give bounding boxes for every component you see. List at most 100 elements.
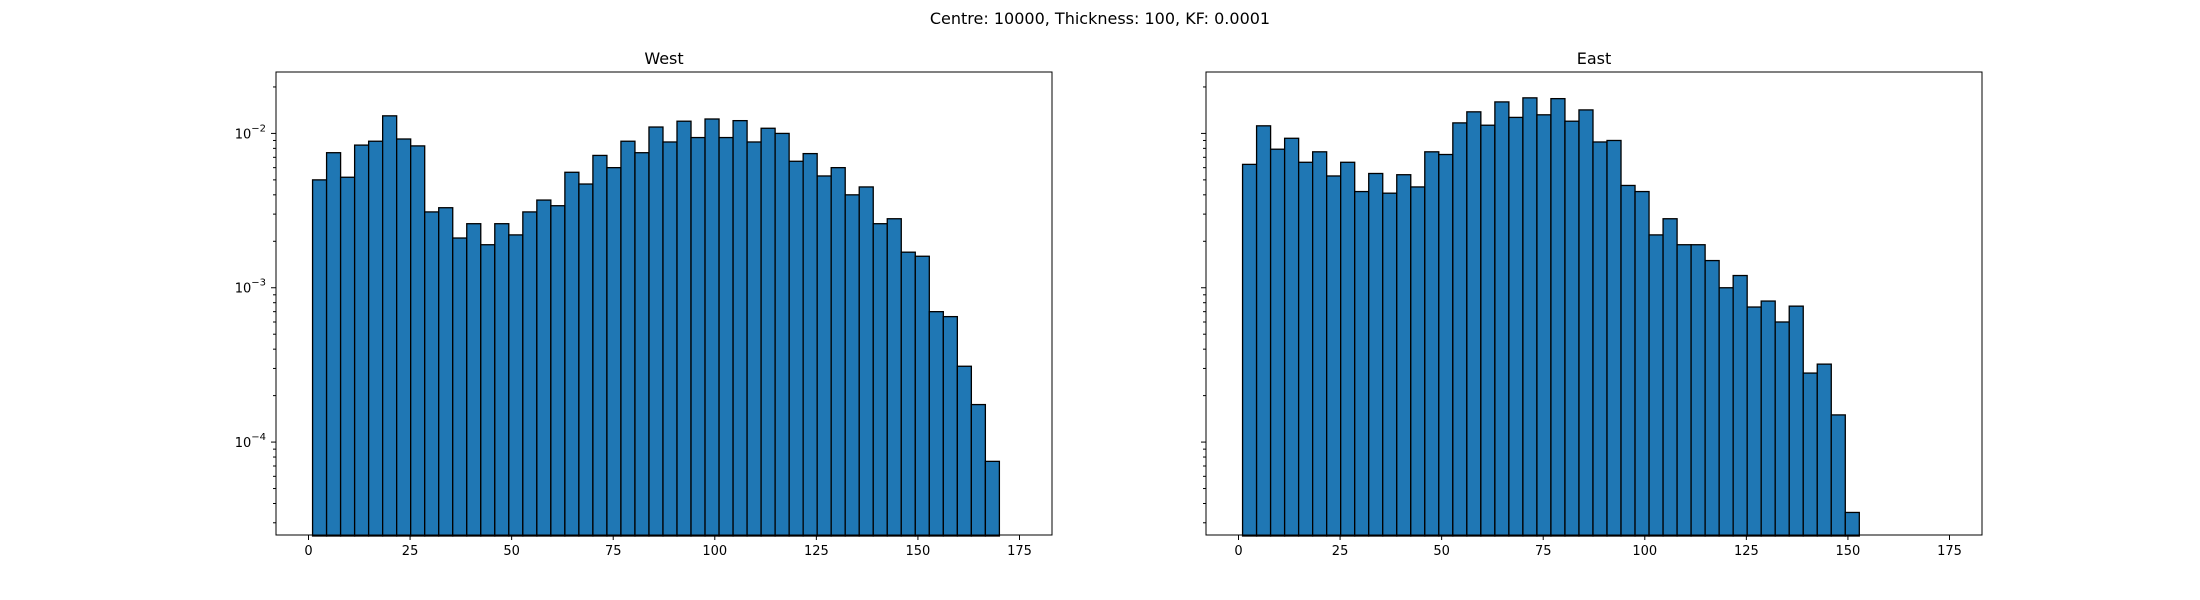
east-histogram-bar: [1424, 151, 1440, 537]
east-histogram-bar: [1382, 192, 1398, 537]
east-histogram-bar: [1704, 259, 1720, 537]
east-histogram-bar: [1592, 141, 1608, 537]
west-histogram-bar: [339, 176, 356, 537]
east-histogram-bar: [1760, 300, 1776, 537]
west-histogram-bar: [816, 175, 832, 537]
west-histogram-bar: [746, 141, 762, 537]
east-histogram-bar: [1297, 161, 1314, 537]
west-histogram-bar: [311, 179, 328, 537]
west-histogram-bar: [564, 171, 580, 537]
west-histogram-bar: [606, 166, 622, 537]
west-histogram-bar: [592, 154, 608, 537]
west-histogram-bar: [522, 211, 538, 537]
east-histogram-bar: [1508, 116, 1524, 537]
east-histogram-bar: [1732, 274, 1748, 537]
west-histogram-bar: [928, 311, 944, 537]
west-histogram-bar: [760, 127, 776, 537]
east-x-tick-label: 75: [1535, 544, 1552, 559]
west-histogram-bar: [508, 234, 524, 537]
east-histogram-bar: [1830, 414, 1846, 537]
west-histogram-bar: [466, 223, 482, 537]
figure-suptitle: Centre: 10000, Thickness: 100, KF: 0.000…: [930, 9, 1270, 28]
east-histogram-bar: [1269, 148, 1286, 537]
east-histogram-bar: [1802, 372, 1818, 537]
east-histogram-bar: [1648, 234, 1664, 537]
west-x-tick-label: 0: [304, 544, 312, 559]
west-histogram-bar: [788, 160, 804, 537]
east-histogram-bar: [1283, 137, 1300, 537]
east-histogram-bar: [1550, 97, 1566, 537]
east-histogram-bar: [1396, 174, 1412, 537]
west-histogram-bar: [494, 223, 510, 537]
east-histogram-bar: [1536, 114, 1552, 537]
east-histogram-bar: [1662, 218, 1678, 537]
west-histogram-bar: [620, 140, 636, 537]
east-histogram-bar: [1466, 111, 1482, 537]
west-x-tick-label: 25: [402, 544, 419, 559]
west-histogram-bar: [732, 119, 748, 537]
east-histogram-bar: [1676, 244, 1692, 537]
east-histogram-bar: [1241, 163, 1258, 537]
east-histogram-bar: [1354, 190, 1370, 537]
west-axes-title: West: [644, 49, 683, 68]
east-axes-title: East: [1577, 49, 1612, 68]
east-histogram-bar: [1522, 97, 1538, 537]
west-histogram-bar: [690, 136, 706, 537]
west-histogram-bar: [662, 141, 678, 537]
west-axes-frame: [275, 71, 1053, 536]
west-histogram-bar: [956, 365, 973, 537]
east-histogram-bar: [1564, 120, 1580, 537]
east-x-tick-label: 100: [1632, 544, 1657, 559]
west-x-tick-label: 75: [605, 544, 622, 559]
east-histogram-bar: [1368, 172, 1384, 537]
west-panel: West 0 25 50 75 100 125 150 175 10−4 10−3 10−2: [235, 49, 1053, 559]
west-y-tick-label: 10−4: [235, 432, 266, 451]
west-histogram-bar: [550, 205, 566, 537]
west-histogram-bar: [396, 138, 412, 537]
west-x-tick-label: 100: [702, 544, 727, 559]
west-histogram-bar: [325, 152, 342, 537]
west-y-tick-label: 10−2: [235, 123, 266, 142]
west-histogram-bar: [353, 144, 370, 537]
east-histogram-bar: [1606, 139, 1622, 537]
west-histogram-bar: [942, 315, 958, 537]
east-histogram-bar: [1746, 306, 1762, 537]
east-histogram-bar: [1480, 124, 1496, 537]
west-histogram-bar: [830, 166, 846, 537]
west-histogram-bar: [900, 251, 916, 537]
west-histogram-bar: [872, 223, 888, 537]
west-histogram-bar: [970, 403, 987, 537]
east-x-tick-label: 0: [1234, 544, 1242, 559]
west-histogram-bar: [634, 152, 650, 537]
west-x-tick-label: 175: [1007, 544, 1032, 559]
west-histogram-bar: [452, 237, 468, 537]
west-histogram-bar: [802, 152, 818, 537]
east-histogram-bar: [1255, 125, 1272, 537]
east-x-tick-label: 25: [1332, 544, 1349, 559]
east-histogram-bar: [1620, 184, 1636, 537]
west-histogram-bar: [718, 136, 734, 537]
east-histogram-bar: [1816, 363, 1832, 537]
east-histogram-bar: [1718, 287, 1734, 537]
west-histogram-bar: [774, 132, 790, 537]
west-histogram-bar: [844, 194, 860, 537]
east-x-tick-label: 125: [1734, 544, 1759, 559]
west-histogram-bar: [536, 199, 552, 537]
west-histogram-bar: [676, 120, 692, 537]
west-histogram-bar: [858, 186, 874, 537]
west-histogram-bar: [886, 218, 902, 537]
west-histogram-bar: [381, 115, 398, 537]
west-x-tick-label: 125: [804, 544, 829, 559]
east-axes-frame: [1205, 71, 1983, 536]
east-histogram-bar: [1312, 151, 1328, 537]
east-histogram-bar: [1634, 190, 1650, 537]
east-panel: East 0 25 50 75 100 125 150 175: [1201, 49, 1983, 559]
east-histogram-bar: [1690, 244, 1706, 537]
east-x-tick-label: 175: [1937, 544, 1962, 559]
east-histogram-bar: [1326, 175, 1342, 537]
east-histogram-bar: [1438, 153, 1454, 537]
east-histogram-bar: [1494, 101, 1510, 537]
east-histogram-bar: [1578, 109, 1594, 537]
east-histogram-bar: [1844, 511, 1860, 537]
